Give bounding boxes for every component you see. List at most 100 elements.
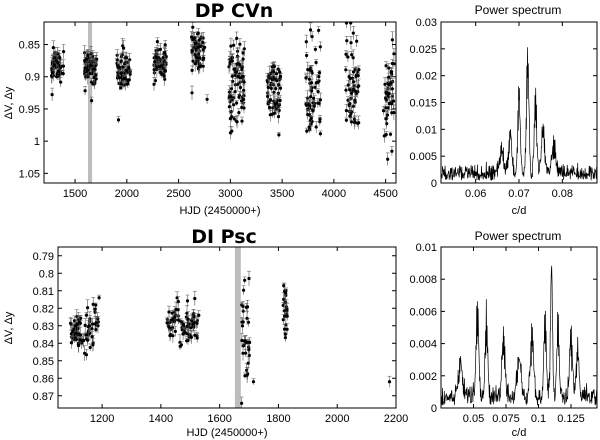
data-point [85,336,90,345]
data-point [90,331,95,342]
y-tick-label: 0.85 [33,356,54,368]
dpcvn-title: DP CVn [195,0,274,22]
data-point [245,299,250,314]
data-point [241,285,246,295]
data-point [247,270,251,286]
data-point [307,72,312,86]
data-point [79,336,83,344]
data-point [242,75,247,89]
data-point [51,40,56,55]
data-point [345,51,350,62]
y-tick-label: 0.87 [33,391,54,403]
y-tick-label: 0.02 [416,71,437,83]
data-point [97,294,102,301]
x-tick-label: 4000 [322,188,346,200]
data-point [88,343,93,352]
data-point [344,103,349,117]
dipsc-power-spectrum-panel: Power spectrum 0.05 0.075 0.1 0.125 0 0.002 0.… [409,229,598,439]
data-point [384,118,389,129]
lc2-highlight-band [234,247,241,408]
x-tick-label: 1600 [207,413,231,425]
data-point [276,132,281,138]
y-tick-label: 0 [431,403,437,415]
y-tick-label: 0.008 [409,274,437,286]
data-point [93,302,98,308]
data-point [354,35,359,47]
data-point [121,39,126,56]
data-point [61,59,66,73]
data-point [240,73,245,80]
dipsc-ps-title: Power spectrum [475,229,562,243]
data-point [89,61,93,70]
data-point [351,99,356,113]
y-tick-label: 0 [431,178,437,190]
x-tick-label: 2500 [166,188,190,200]
data-point [73,319,78,332]
dipsc-light-curve-panel: DI Psc 1200 1400 1600 1800 2000 2200 0.79 0.8 0.… [3,226,408,439]
data-point [189,31,194,43]
dipsc-title: DI Psc [191,226,257,248]
data-point [52,59,57,71]
x-tick-label: 0.125 [557,413,585,425]
data-point [242,335,247,346]
data-point [242,276,247,284]
data-point [278,95,283,106]
data-point [76,338,81,353]
data-point [304,127,309,134]
data-point [52,54,57,62]
data-point [91,297,96,312]
data-point [193,40,198,46]
data-point [192,290,197,306]
data-point [170,310,175,316]
data-point [50,87,55,101]
data-point [81,333,86,348]
data-point [347,98,352,112]
dpcvn-ps-xlabel: c/d [512,205,527,217]
data-point [163,67,168,75]
data-point [189,330,194,344]
data-point [312,100,317,112]
data-point [269,83,274,94]
data-point [283,288,288,298]
data-point [234,31,239,45]
data-point [383,104,388,111]
data-point [245,367,250,383]
data-point [188,322,193,333]
data-point [192,330,197,340]
y-tick-label: 0.82 [33,303,54,315]
data-point [266,79,271,96]
data-point [355,80,360,93]
data-point [186,335,190,345]
data-point [169,316,174,323]
data-point [245,311,249,325]
data-point [190,85,194,100]
data-point [152,63,157,76]
x-tick-label: 0.1 [531,413,546,425]
data-point [356,72,361,79]
data-point [195,333,200,343]
data-point [86,63,91,77]
data-point [381,106,386,116]
data-point [387,375,392,388]
data-point [158,43,163,56]
data-point [271,84,276,100]
data-point [343,66,348,74]
data-point [82,345,87,361]
data-point [344,85,348,95]
y-tick-label: 0.85 [19,40,40,52]
data-point [241,49,246,56]
data-point [235,57,239,71]
data-point [201,55,206,62]
data-point [167,305,171,318]
data-point [154,49,159,66]
data-point [61,70,66,77]
data-point [384,131,389,138]
data-point [120,38,125,54]
data-point [278,73,283,79]
data-point [234,100,239,106]
data-point [274,69,279,78]
data-point [389,109,394,116]
y-tick-label: 0.9 [25,72,40,84]
data-point [154,63,159,71]
data-point [349,87,354,100]
